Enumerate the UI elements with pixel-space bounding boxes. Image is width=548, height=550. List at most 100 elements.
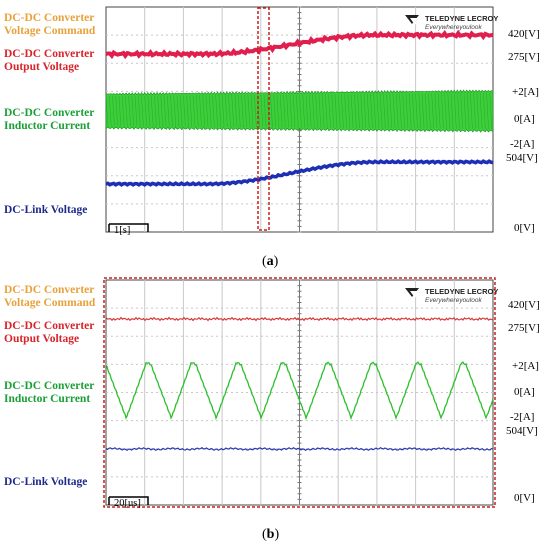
- inductor-ripple-line-a: [254, 94, 257, 128]
- inductor-ripple-line-a: [157, 95, 160, 127]
- inductor-ripple-line-a: [154, 95, 157, 127]
- inductor-ripple-line-a: [470, 93, 473, 129]
- inductor-ripple-line-a: [283, 94, 286, 128]
- inductor-ripple-line-a: [312, 94, 315, 128]
- inductor-ripple-line-a: [328, 94, 331, 128]
- inductor-ripple-line-a: [363, 93, 367, 129]
- inductor-ripple-line-a: [234, 94, 238, 128]
- inductor-ripple-line-a: [266, 94, 270, 128]
- inductor-ripple-line-a: [483, 93, 486, 129]
- inductor-ripple-line-a: [415, 93, 418, 129]
- inductor-ripple-line-a: [189, 95, 193, 127]
- inductor-ripple-line-a: [318, 94, 322, 128]
- inductor-ripple-line-a: [447, 93, 451, 129]
- lecroy-logo-notch: [410, 291, 420, 298]
- scale-minus2a-a: -2[A]: [510, 138, 535, 150]
- inductor-ripple-line-a: [270, 94, 273, 128]
- inductor-ripple-line-a: [454, 93, 457, 129]
- inductor-ripple-line-a: [199, 95, 202, 127]
- series-dc-link-voltage-a: [105, 159, 494, 187]
- inductor-ripple-line-a: [315, 94, 318, 128]
- inductor-ripple-line-a: [402, 93, 405, 129]
- inductor-ripple-line-a: [354, 94, 357, 128]
- inductor-ripple-line-a: [376, 93, 380, 129]
- inductor-ripple-line-a: [176, 95, 180, 127]
- scale-504v-a: 504[V]: [506, 152, 538, 164]
- inductor-ripple-line-a: [486, 93, 489, 129]
- inductor-ripple-line-a: [389, 93, 393, 129]
- inductor-ripple-line-a: [437, 93, 441, 129]
- inductor-ripple-line-a: [257, 94, 260, 128]
- label-voltage-command-b: DC-DC Converter Voltage Command: [4, 284, 96, 309]
- lecroy-logo-notch: [410, 18, 420, 25]
- inductor-ripple-line-a: [428, 93, 431, 129]
- inductor-ripple-line-a: [379, 93, 383, 129]
- inductor-ripple-line-a: [334, 94, 338, 128]
- inductor-ripple-line-a: [473, 93, 476, 129]
- inductor-ripple-line-a: [405, 93, 409, 129]
- inductor-ripple-line-a: [373, 93, 376, 129]
- inductor-ripple-line-a: [418, 93, 422, 129]
- inductor-ripple-line-a: [125, 95, 128, 127]
- time-scale-bracket-a: [108, 223, 149, 232]
- inductor-ripple-line-a: [305, 94, 309, 128]
- inductor-ripple-line-a: [192, 95, 196, 127]
- inductor-ripple-line-a: [341, 94, 344, 128]
- inductor-ripple-line-a: [444, 93, 447, 129]
- scale-0a-a: 0[A]: [514, 113, 535, 125]
- label-output-voltage-b: DC-DC Converter Output Voltage: [4, 320, 95, 345]
- series-output-voltage-b: [105, 316, 494, 322]
- inductor-ripple-line-a: [166, 95, 170, 127]
- label-dc-link-voltage-a: DC-Link Voltage: [4, 204, 88, 216]
- zoom-frame-b: [103, 277, 496, 508]
- inductor-ripple-line-a: [383, 93, 386, 129]
- inductor-ripple-line-a: [344, 94, 347, 128]
- scale-plus2a-b: +2[A]: [512, 360, 539, 372]
- inductor-ripple-line-a: [466, 93, 470, 129]
- inductor-ripple-line-a: [360, 94, 364, 128]
- inductor-ripple-line-a: [424, 93, 428, 129]
- inductor-ripple-line-a: [241, 94, 244, 128]
- brand-tagline: Everywhereyoulook: [425, 297, 482, 304]
- brand-tagline: Everywhereyoulook: [425, 24, 482, 31]
- inductor-ripple-line-a: [337, 94, 341, 128]
- inductor-ripple-line-a: [308, 94, 312, 128]
- inductor-ripple-line-a: [179, 95, 183, 127]
- inductor-ripple-line-a: [325, 94, 328, 128]
- inductor-ripple-line-a: [370, 93, 373, 129]
- inductor-ripple-line-a: [105, 95, 109, 127]
- inductor-ripple-line-a: [347, 94, 351, 128]
- inductor-ripple-line-a: [273, 94, 276, 128]
- inductor-ripple-line-a: [108, 95, 112, 127]
- inductor-ripple-line-a: [221, 95, 225, 127]
- inductor-ripple-line-a: [289, 94, 293, 128]
- inductor-ripple-line-a: [489, 93, 493, 129]
- inductor-ripple-line-a: [250, 94, 254, 128]
- label-inductor-current-a: DC-DC Converter Inductor Current: [4, 107, 95, 132]
- time-scale-label-b: 20[us]: [114, 498, 141, 509]
- scale-0a-b: 0[A]: [514, 386, 535, 398]
- inductor-ripple-line-a: [225, 95, 228, 127]
- inductor-ripple-line-a: [366, 93, 370, 129]
- scale-275v-b: 275[V]: [508, 322, 540, 334]
- inductor-ripple-line-a: [205, 95, 209, 127]
- inductor-ripple-line-a: [276, 94, 280, 128]
- inductor-ripple-line-a: [295, 94, 299, 128]
- inductor-ripple-line-a: [147, 95, 151, 127]
- scale-minus2a-b: -2[A]: [510, 411, 535, 423]
- inductor-ripple-line-a: [392, 93, 396, 129]
- series-dc-link-voltage-b: [105, 446, 494, 452]
- zoom-window-a: [257, 7, 270, 231]
- inductor-ripple-line-a: [150, 95, 154, 127]
- inductor-ripple-line-a: [186, 95, 189, 127]
- inductor-ripple-line-a: [131, 95, 135, 127]
- inductor-ripple-line-a: [321, 94, 325, 128]
- inductor-ripple-line-a: [302, 94, 306, 128]
- inductor-ripple-line-a: [408, 93, 412, 129]
- inductor-ripple-line-a: [128, 95, 131, 127]
- inductor-ripple-line-a: [112, 95, 115, 127]
- inductor-ripple-line-a: [457, 93, 460, 129]
- inductor-ripple-line-a: [170, 95, 173, 127]
- inductor-ripple-line-a: [196, 95, 199, 127]
